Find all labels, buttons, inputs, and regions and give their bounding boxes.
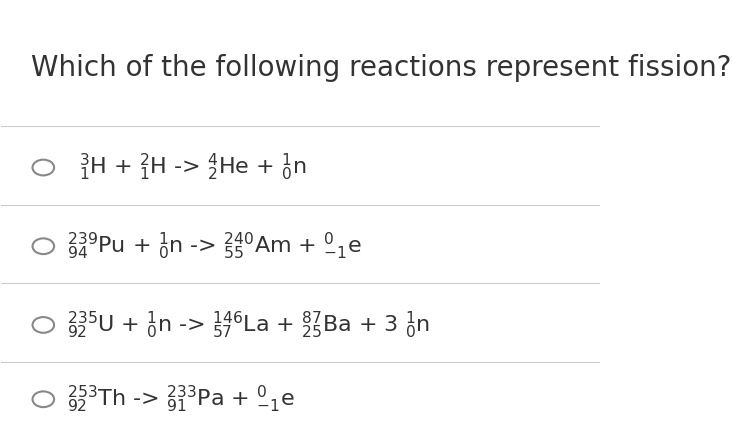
Text: Which of the following reactions represent fission?: Which of the following reactions represe… [32,54,732,82]
Text: $^{235}_{92}$U + $^{1}_{0}$n -> $^{146}_{57}$La + $^{87}_{25}$Ba + 3 $^{1}_{0}$n: $^{235}_{92}$U + $^{1}_{0}$n -> $^{146}_… [68,309,430,341]
Text: $^{239}_{94}$Pu + $^{1}_{0}$n -> $^{240}_{55}$Am + $^{0}_{-1}$e: $^{239}_{94}$Pu + $^{1}_{0}$n -> $^{240}… [68,231,362,262]
Text: $^{253}_{92}$Th -> $^{233}_{91}$Pa + $^{0}_{-1}$e: $^{253}_{92}$Th -> $^{233}_{91}$Pa + $^{… [68,384,295,415]
Text: $^{3}_{1}$H + $^{2}_{1}$H -> $^{4}_{2}$He + $^{1}_{0}$n: $^{3}_{1}$H + $^{2}_{1}$H -> $^{4}_{2}$H… [80,152,307,183]
